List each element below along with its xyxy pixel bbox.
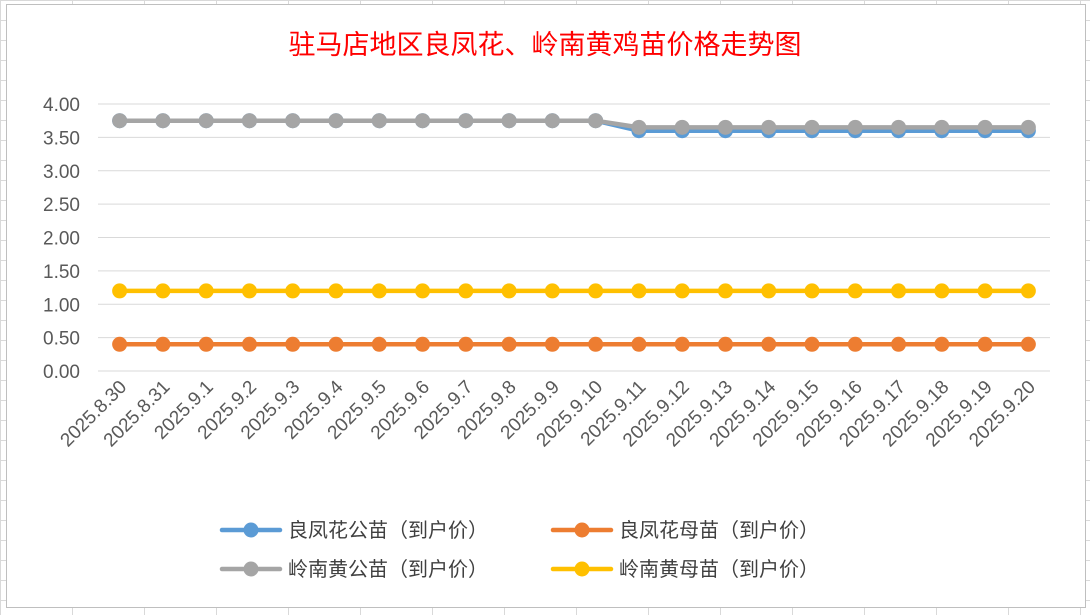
data-point (977, 336, 993, 352)
data-point (804, 283, 820, 299)
data-point (241, 336, 257, 352)
series-2 (112, 336, 1036, 352)
data-point (631, 336, 647, 352)
data-point (501, 113, 517, 129)
legend-label: 良凤花公苗（到户价） (288, 518, 488, 542)
y-tick-label: 0.50 (43, 329, 80, 350)
data-point (847, 119, 863, 135)
legend-item: 岭南黄母苗（到户价） (550, 557, 819, 581)
data-point (198, 283, 214, 299)
data-point (415, 283, 431, 299)
y-tick-label: 3.50 (43, 128, 80, 149)
data-point (198, 113, 214, 129)
legend-label: 良凤花母苗（到户价） (619, 518, 819, 542)
data-point (934, 283, 950, 299)
chart-area[interactable] (6, 4, 1086, 608)
data-point (285, 336, 301, 352)
x-axis-ticks: 2025.8.302025.8.312025.9.12025.9.22025.9… (57, 376, 1040, 451)
data-point (544, 283, 560, 299)
y-tick-label: 3.00 (43, 162, 80, 183)
data-point (155, 336, 171, 352)
data-point (285, 283, 301, 299)
series-lines (112, 113, 1036, 352)
y-tick-label: 2.50 (43, 195, 80, 216)
legend-swatch-marker (243, 522, 259, 538)
y-axis-ticks: 0.00 0.50 1.00 1.50 2.00 2.50 3.00 3.50 4.00 (43, 95, 80, 383)
legend-label: 岭南黄母苗（到户价） (619, 557, 819, 581)
data-point (674, 283, 690, 299)
data-point (458, 336, 474, 352)
legend-swatch-marker (574, 561, 590, 577)
y-tick-label: 2.00 (43, 229, 80, 250)
data-point (1020, 336, 1036, 352)
data-point (588, 283, 604, 299)
data-point (588, 336, 604, 352)
data-point (544, 113, 560, 129)
data-point (977, 283, 993, 299)
data-point (631, 119, 647, 135)
data-point (328, 336, 344, 352)
data-point (198, 336, 214, 352)
data-point (761, 336, 777, 352)
data-point (631, 283, 647, 299)
data-point (588, 113, 604, 129)
legend-swatch-marker (243, 561, 259, 577)
data-point (285, 113, 301, 129)
y-tick-label: 4.00 (43, 95, 80, 116)
data-point (804, 336, 820, 352)
data-point (155, 113, 171, 129)
data-point (1020, 119, 1036, 135)
data-point (458, 283, 474, 299)
data-point (977, 119, 993, 135)
data-point (501, 336, 517, 352)
data-point (717, 119, 733, 135)
legend-item: 良凤花公苗（到户价） (219, 518, 488, 542)
data-point (415, 113, 431, 129)
series-3 (112, 113, 1036, 135)
legend: 良凤花公苗（到户价） 良凤花母苗（到户价） 岭南黄公苗（到户价） 岭南黄母苗（到户价） (219, 518, 819, 581)
data-point (241, 113, 257, 129)
data-point (934, 119, 950, 135)
data-point (717, 336, 733, 352)
data-point (804, 119, 820, 135)
legend-item: 良凤花母苗（到户价） (550, 518, 819, 542)
data-point (371, 336, 387, 352)
data-point (371, 283, 387, 299)
data-point (674, 336, 690, 352)
y-tick-label: 1.00 (43, 295, 80, 316)
data-point (934, 336, 950, 352)
data-point (112, 283, 128, 299)
legend-swatch-marker (574, 522, 590, 538)
data-point (544, 336, 560, 352)
data-point (847, 283, 863, 299)
data-point (112, 113, 128, 129)
legend-item: 岭南黄公苗（到户价） (219, 557, 488, 581)
data-point (1020, 283, 1036, 299)
data-point (891, 283, 907, 299)
data-point (328, 113, 344, 129)
data-point (458, 113, 474, 129)
series-4 (112, 283, 1036, 299)
gridlines (98, 103, 1050, 372)
data-point (847, 336, 863, 352)
data-point (328, 283, 344, 299)
series-line (117, 118, 1031, 130)
data-point (674, 119, 690, 135)
data-point (501, 283, 517, 299)
data-point (761, 119, 777, 135)
y-tick-label: 1.50 (43, 262, 80, 283)
chart-title: 驻马店地区良凤花、岭南黄鸡苗价格走势图 (289, 30, 802, 61)
data-point (891, 336, 907, 352)
data-point (371, 113, 387, 129)
y-tick-label: 0.00 (43, 362, 80, 383)
data-point (241, 283, 257, 299)
data-point (415, 336, 431, 352)
data-point (717, 283, 733, 299)
data-point (155, 283, 171, 299)
data-point (112, 336, 128, 352)
legend-label: 岭南黄公苗（到户价） (288, 557, 488, 581)
data-point (761, 283, 777, 299)
data-point (891, 119, 907, 135)
